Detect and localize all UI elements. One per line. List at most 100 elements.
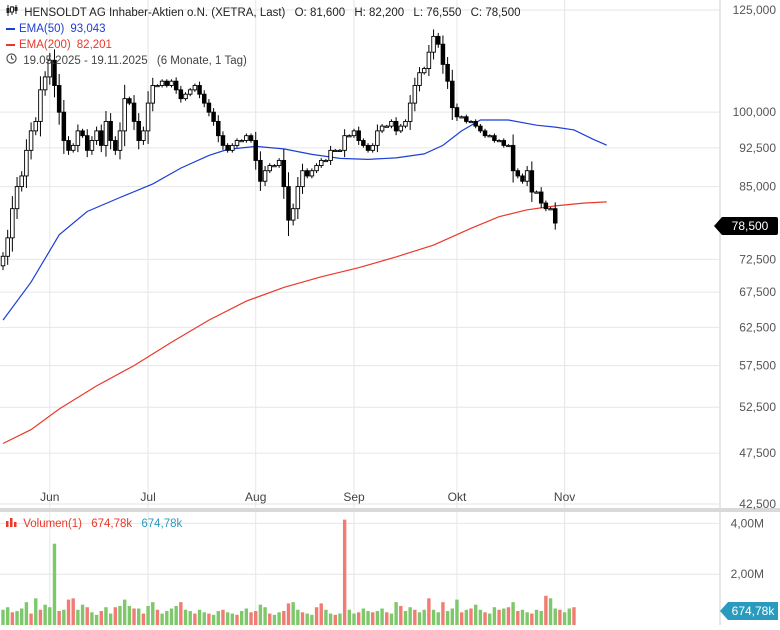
volume-bar[interactable] [132,608,136,625]
volume-bar[interactable] [431,609,436,625]
volume-bar[interactable] [347,609,352,625]
candle[interactable] [393,117,399,136]
volume-bar[interactable] [90,612,94,625]
candle[interactable] [552,202,558,230]
volume-bar[interactable] [413,609,417,625]
candle[interactable] [473,119,478,129]
volume-bar[interactable] [151,602,155,625]
candle[interactable] [272,164,277,168]
volume-bar[interactable] [473,604,478,625]
candle[interactable] [24,139,29,188]
candle[interactable] [56,73,62,125]
candle[interactable] [141,126,146,145]
candle[interactable] [52,49,57,98]
candle[interactable] [276,158,282,168]
volume-bar[interactable] [94,614,99,625]
volume-bar[interactable] [29,613,33,625]
volume-bar[interactable] [146,605,150,625]
volume-bar[interactable] [333,614,337,625]
candle[interactable] [318,158,324,168]
candle[interactable] [464,114,469,124]
candle[interactable] [286,172,291,237]
candle[interactable] [84,129,90,158]
candle[interactable] [534,190,539,194]
candle[interactable] [117,122,123,160]
candle[interactable] [314,163,319,174]
volume-bar[interactable] [183,609,188,625]
volume-bar[interactable] [263,607,267,625]
volume-bar[interactable] [24,602,29,625]
candle[interactable] [220,131,226,150]
volume-bar[interactable] [459,612,464,625]
candle[interactable] [482,128,488,138]
candle[interactable] [80,128,85,138]
candle[interactable] [468,120,474,124]
candle[interactable] [244,133,249,143]
candle[interactable] [333,149,338,153]
volume-bar[interactable] [179,602,183,625]
candle[interactable] [445,57,450,89]
volume-bar[interactable] [389,613,394,625]
candle[interactable] [108,113,113,150]
candle[interactable] [351,128,357,138]
candle[interactable] [304,168,310,179]
volume-bar[interactable] [296,609,300,625]
volume-bar[interactable] [221,609,225,625]
volume-bar[interactable] [165,611,169,625]
candle[interactable] [94,126,99,145]
candle[interactable] [42,71,48,96]
volume-bar[interactable] [356,612,361,625]
volume-bar[interactable] [202,612,206,625]
volume-bar[interactable] [338,613,342,625]
candle[interactable] [478,124,483,134]
volume-bar[interactable] [99,611,103,625]
volume-bar[interactable] [441,602,445,625]
volume-bar[interactable] [352,613,356,625]
volume-bar[interactable] [286,603,291,625]
candle[interactable] [211,108,216,126]
volume-bar[interactable] [52,543,57,625]
volume-bar[interactable] [235,614,239,625]
candle[interactable] [342,129,347,158]
candle[interactable] [70,143,76,153]
candle[interactable] [384,124,390,128]
volume-bar[interactable] [497,609,501,625]
volume-bar[interactable] [20,608,24,625]
volume-bar[interactable] [300,612,305,625]
candle[interactable] [178,85,184,103]
volume-bar[interactable] [127,605,132,625]
ema50-legend[interactable]: EMA(50) 93,043 [6,21,106,37]
volume-bar[interactable] [80,604,85,625]
volume-bar[interactable] [188,611,192,625]
volume-bar[interactable] [450,608,454,625]
candle[interactable] [234,138,240,148]
volume-bar[interactable] [277,612,281,625]
candle[interactable] [454,103,460,121]
volume-bar[interactable] [455,599,459,625]
volume-bar[interactable] [38,609,43,625]
candle[interactable] [492,133,497,143]
candle[interactable] [403,119,408,129]
volume-bar[interactable] [342,519,347,625]
volume-bar[interactable] [310,614,314,625]
candle[interactable] [421,66,427,75]
candle[interactable] [496,139,502,143]
volume-bar[interactable] [207,613,211,625]
candle[interactable] [113,136,118,155]
volume-bar[interactable] [216,611,220,625]
candle[interactable] [520,173,525,184]
candle[interactable] [258,151,263,191]
volume-bar[interactable] [225,612,230,625]
volume-bar[interactable] [525,612,529,625]
candle[interactable] [450,69,455,121]
candle[interactable] [173,77,179,94]
volume-bar[interactable] [211,614,216,625]
candle[interactable] [183,92,188,101]
candle[interactable] [75,124,81,153]
volume-bar[interactable] [254,611,258,625]
volume-bar[interactable] [558,609,562,625]
volume-bar[interactable] [244,608,249,625]
volume-bar[interactable] [375,611,380,625]
candle[interactable] [515,168,521,179]
